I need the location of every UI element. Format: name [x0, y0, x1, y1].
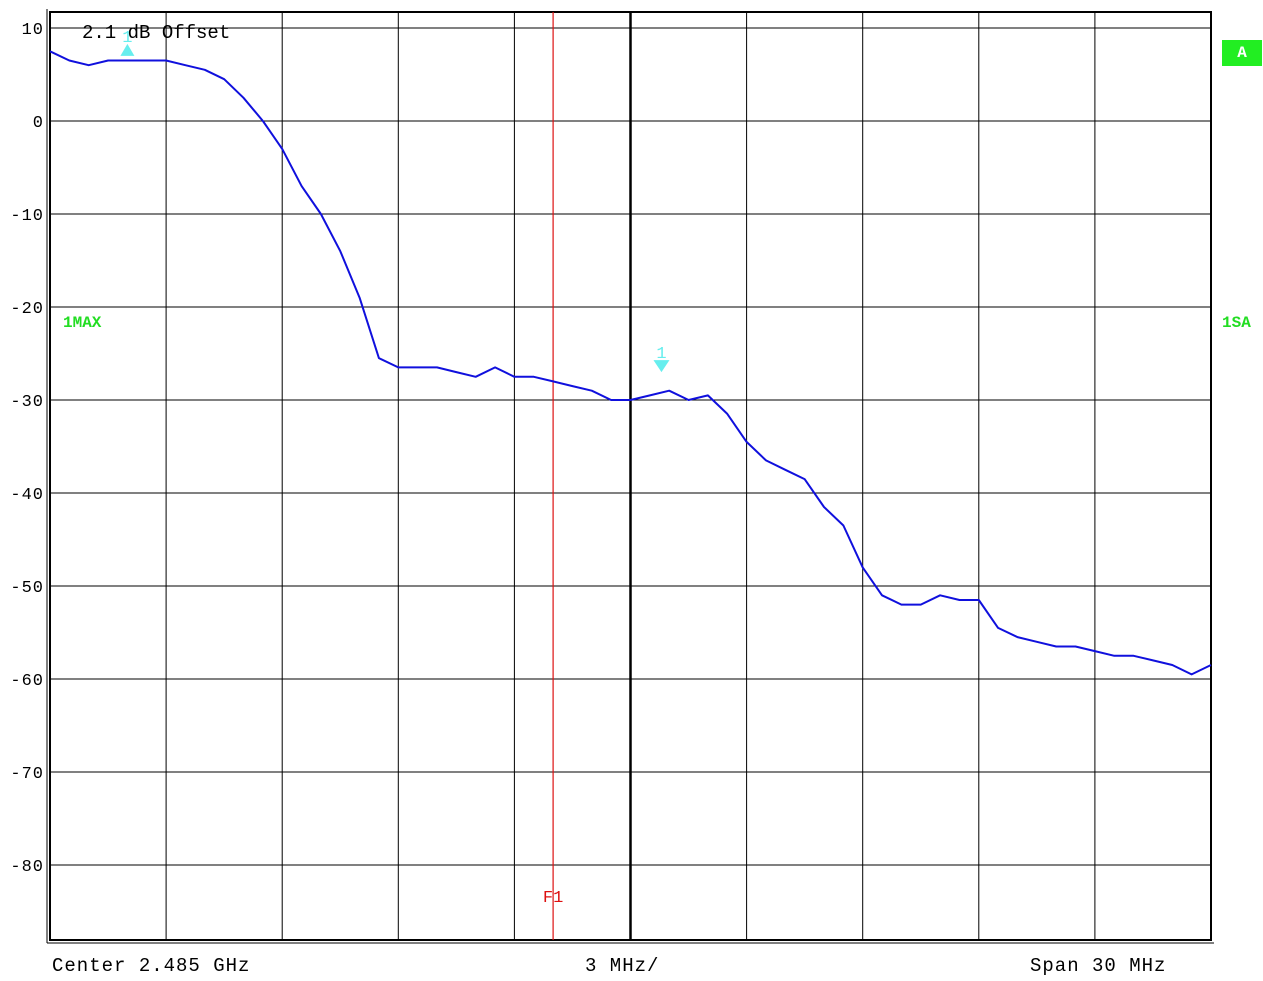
y-tick-label: -70 [10, 765, 44, 784]
span-label: Span 30 MHz [1030, 955, 1167, 977]
y-tick-label: -80 [10, 858, 44, 877]
reference-offset-label: 2.1 dB Offset [82, 22, 230, 44]
spectrum-trace [49, 50, 1212, 676]
y-tick-labels: 10 0 -10 -20 -30 -40 -50 -60 -70 -80 [10, 21, 44, 877]
y-tick-label: -60 [10, 672, 44, 691]
center-frequency-label: Center 2.485 GHz [52, 955, 251, 977]
trace [49, 50, 1212, 676]
display-line: F1 [543, 12, 563, 940]
y-tick-label: -30 [10, 393, 44, 412]
markers: 11 [120, 29, 670, 373]
trace-mode-label: 1MAX [63, 314, 102, 332]
y-tick-label: 0 [33, 114, 44, 133]
grid [46, 9, 1214, 944]
marker-2-label: 1 [656, 345, 666, 364]
y-tick-label: -10 [10, 207, 44, 226]
y-tick-label: -50 [10, 579, 44, 598]
display-line-label: F1 [543, 889, 563, 908]
marker-1-triangle [120, 43, 135, 56]
status-badge: A [1222, 40, 1262, 66]
sweep-mode-label: 1SA [1222, 314, 1251, 332]
marker-1-label: 1 [122, 29, 132, 48]
marker-2-triangle [653, 360, 670, 373]
y-tick-label: -20 [10, 300, 44, 319]
frequency-per-division-label: 3 MHz/ [585, 955, 660, 977]
y-tick-label: 10 [22, 21, 44, 40]
y-tick-label: -40 [10, 486, 44, 505]
